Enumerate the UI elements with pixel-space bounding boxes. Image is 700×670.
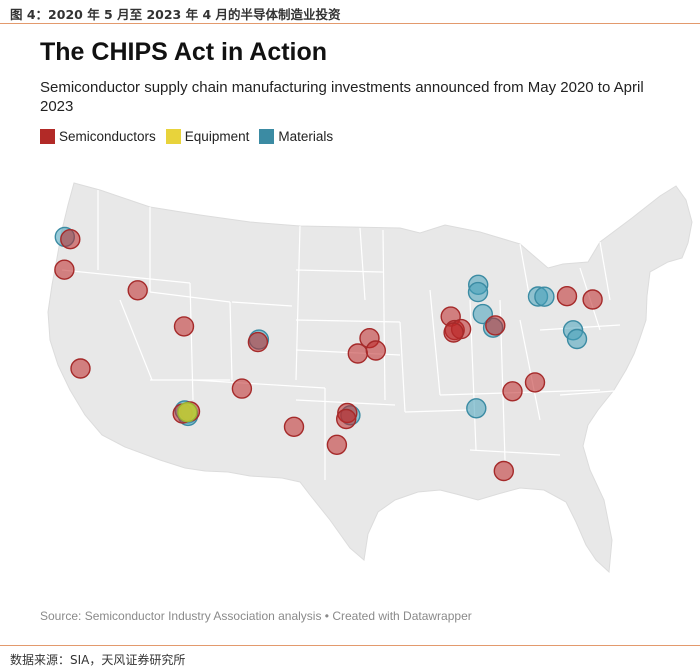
investment-point-semiconductors[interactable]: [173, 316, 195, 337]
investment-point-semiconductors[interactable]: [60, 228, 81, 250]
state-border-line: [295, 269, 384, 273]
investment-points: [54, 226, 603, 482]
investment-point-semiconductors[interactable]: [582, 289, 603, 310]
state-border-line: [192, 379, 326, 389]
state-border-line: [149, 291, 231, 303]
us-outline: [47, 182, 693, 574]
top-rule: [0, 23, 700, 24]
legend-label-materials: Materials: [278, 129, 334, 144]
state-border-line: [429, 289, 441, 396]
legend-item-materials: Materials: [259, 129, 333, 144]
state-border-line: [295, 225, 301, 381]
investment-point-semiconductors[interactable]: [127, 280, 148, 301]
investment-point-materials[interactable]: [566, 328, 588, 350]
state-border-line: [229, 301, 233, 381]
state-border-line: [519, 243, 531, 301]
investment-point-semiconductors[interactable]: [347, 343, 368, 364]
state-border-line: [359, 227, 366, 301]
chart-title: The CHIPS Act in Action: [40, 38, 328, 66]
state-border-line: [61, 269, 191, 284]
state-border-line: [559, 389, 629, 396]
investment-point-semiconductors[interactable]: [556, 286, 578, 307]
state-border-line: [399, 321, 406, 413]
investment-point-semiconductors[interactable]: [336, 408, 357, 430]
us-landmass: [47, 182, 693, 574]
investment-point-materials[interactable]: [467, 281, 489, 303]
investment-point-semiconductors[interactable]: [502, 381, 523, 402]
state-border-line: [519, 319, 541, 421]
state-border-line: [404, 409, 471, 413]
investment-point-semiconductors[interactable]: [283, 416, 305, 437]
state-border-line: [469, 449, 561, 456]
us-map: [47, 182, 693, 574]
investment-point-semiconductors[interactable]: [485, 315, 506, 336]
figure-caption: 图 4：2020 年 5 月至 2023 年 4 月的半导体制造业投资: [10, 7, 341, 22]
investment-point-materials[interactable]: [466, 398, 487, 419]
investment-point-semiconductors[interactable]: [443, 322, 464, 343]
investment-point-semiconductors[interactable]: [54, 259, 75, 280]
state-border-line: [599, 241, 611, 301]
legend: Semiconductors Equipment Materials: [40, 129, 333, 144]
investment-point-semiconductors[interactable]: [326, 434, 348, 455]
state-border-line: [295, 399, 396, 406]
state-border-line: [382, 229, 386, 401]
investment-point-semiconductors[interactable]: [493, 460, 514, 482]
state-border-line: [469, 299, 477, 451]
legend-label-equipment: Equipment: [184, 129, 250, 144]
investment-point-semiconductors[interactable]: [524, 372, 546, 393]
chart-subtitle: Semiconductor supply chain manufacturing…: [40, 79, 644, 115]
investment-point-semiconductors[interactable]: [70, 358, 91, 379]
investment-point-semiconductors[interactable]: [365, 340, 386, 361]
investment-point-materials[interactable]: [534, 286, 555, 307]
legend-item-equipment: Equipment: [165, 129, 250, 144]
state-border-line: [119, 299, 153, 381]
legend-item-semiconductors: Semiconductors: [40, 129, 156, 144]
state-borders: [61, 190, 629, 480]
legend-label-semiconductors: Semiconductors: [59, 129, 156, 144]
state-border-line: [231, 301, 293, 307]
legend-swatch-materials: [259, 129, 275, 144]
state-border-line: [295, 319, 401, 323]
data-source-note: 数据来源：SIA，天风证券研究所: [10, 653, 186, 667]
investment-point-semiconductors[interactable]: [231, 378, 253, 399]
investment-point-equipment[interactable]: [177, 402, 198, 423]
source-note: Source: Semiconductor Industry Associati…: [40, 609, 472, 623]
legend-swatch-semiconductors: [40, 129, 55, 144]
investment-point-semiconductors[interactable]: [247, 331, 269, 353]
bottom-rule: [0, 645, 700, 646]
legend-swatch-equipment: [165, 129, 181, 144]
